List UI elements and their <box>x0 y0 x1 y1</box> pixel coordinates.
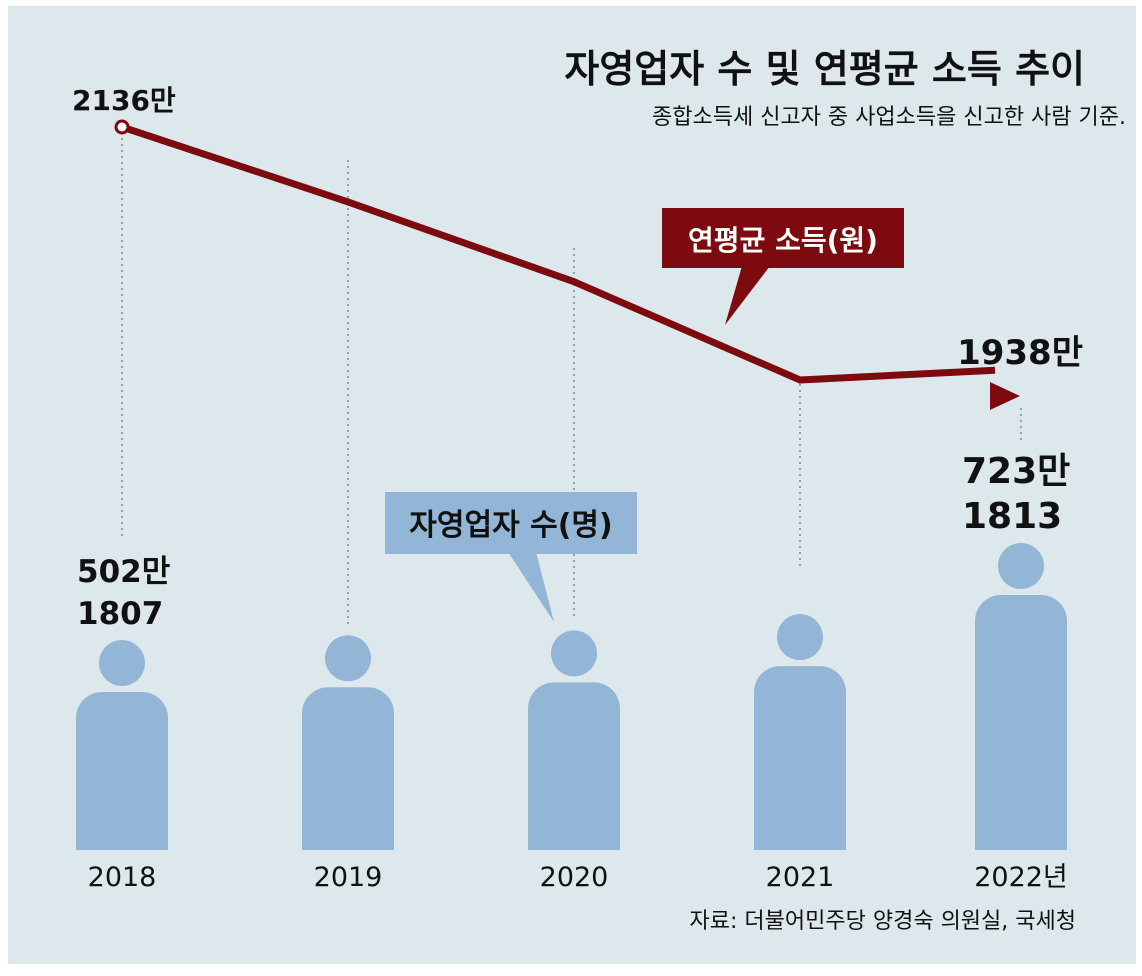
year-label-1: 2019 <box>314 862 383 893</box>
people-figure-head-0 <box>99 640 145 686</box>
count-legend-label: 자영업자 수(명) <box>409 508 612 543</box>
guide-lines <box>121 132 1022 625</box>
income-first-label: 2136만 <box>72 84 176 117</box>
year-label-3: 2021 <box>766 862 835 893</box>
people-figure-base-4 <box>975 820 1067 850</box>
people-figure-base-3 <box>754 820 846 850</box>
year-axis: 2018 2019 2020 2021 2022년 <box>88 862 1068 893</box>
count-last-label-line2: 1813 <box>962 496 1062 537</box>
people-figure-base-1 <box>302 820 394 850</box>
people-figure-head-1 <box>325 635 371 682</box>
chart-title: 자영업자 수 및 연평균 소득 추이 <box>564 47 1085 91</box>
people-figure-base-2 <box>528 820 620 850</box>
count-first-label-line2: 1807 <box>77 596 163 632</box>
people-figure-body-4 <box>975 595 1067 850</box>
year-label-0: 2018 <box>88 862 157 893</box>
count-first-label-line1: 502만 <box>77 554 170 590</box>
people-figure-base-0 <box>76 820 168 850</box>
income-series-line <box>120 123 996 384</box>
people-figure-body-3 <box>754 666 846 850</box>
count-last-label-line1: 723만 <box>962 451 1070 492</box>
year-label-2: 2020 <box>540 862 609 893</box>
source-note: 자료: 더불어민주당 양경숙 의원실, 국세청 <box>690 909 1076 934</box>
people-figure-body-0 <box>76 692 168 850</box>
chart-subtitle: 종합소득세 신고자 중 사업소득을 신고한 사람 기준. <box>652 105 1126 130</box>
income-legend-label: 연평균 소득(원) <box>688 224 878 257</box>
people-figure-body-1 <box>302 687 394 850</box>
people-figures <box>76 543 1067 850</box>
year-label-4: 2022년 <box>974 862 1068 893</box>
count-callout-pointer <box>508 552 554 622</box>
income-last-label: 1938만 <box>957 333 1083 373</box>
count-legend-callout: 자영업자 수(명) <box>385 492 637 622</box>
income-start-marker <box>114 119 130 135</box>
income-callout-box <box>662 208 904 268</box>
people-figure-head-3 <box>777 614 823 661</box>
income-callout-pointer <box>725 266 770 325</box>
count-callout-box <box>385 492 637 554</box>
income-line-arrowhead <box>990 382 1020 410</box>
people-figure-body-2 <box>528 682 620 850</box>
people-figure-head-4 <box>998 543 1044 589</box>
income-legend-callout: 연평균 소득(원) <box>662 208 904 325</box>
people-figure-head-2 <box>551 630 597 677</box>
